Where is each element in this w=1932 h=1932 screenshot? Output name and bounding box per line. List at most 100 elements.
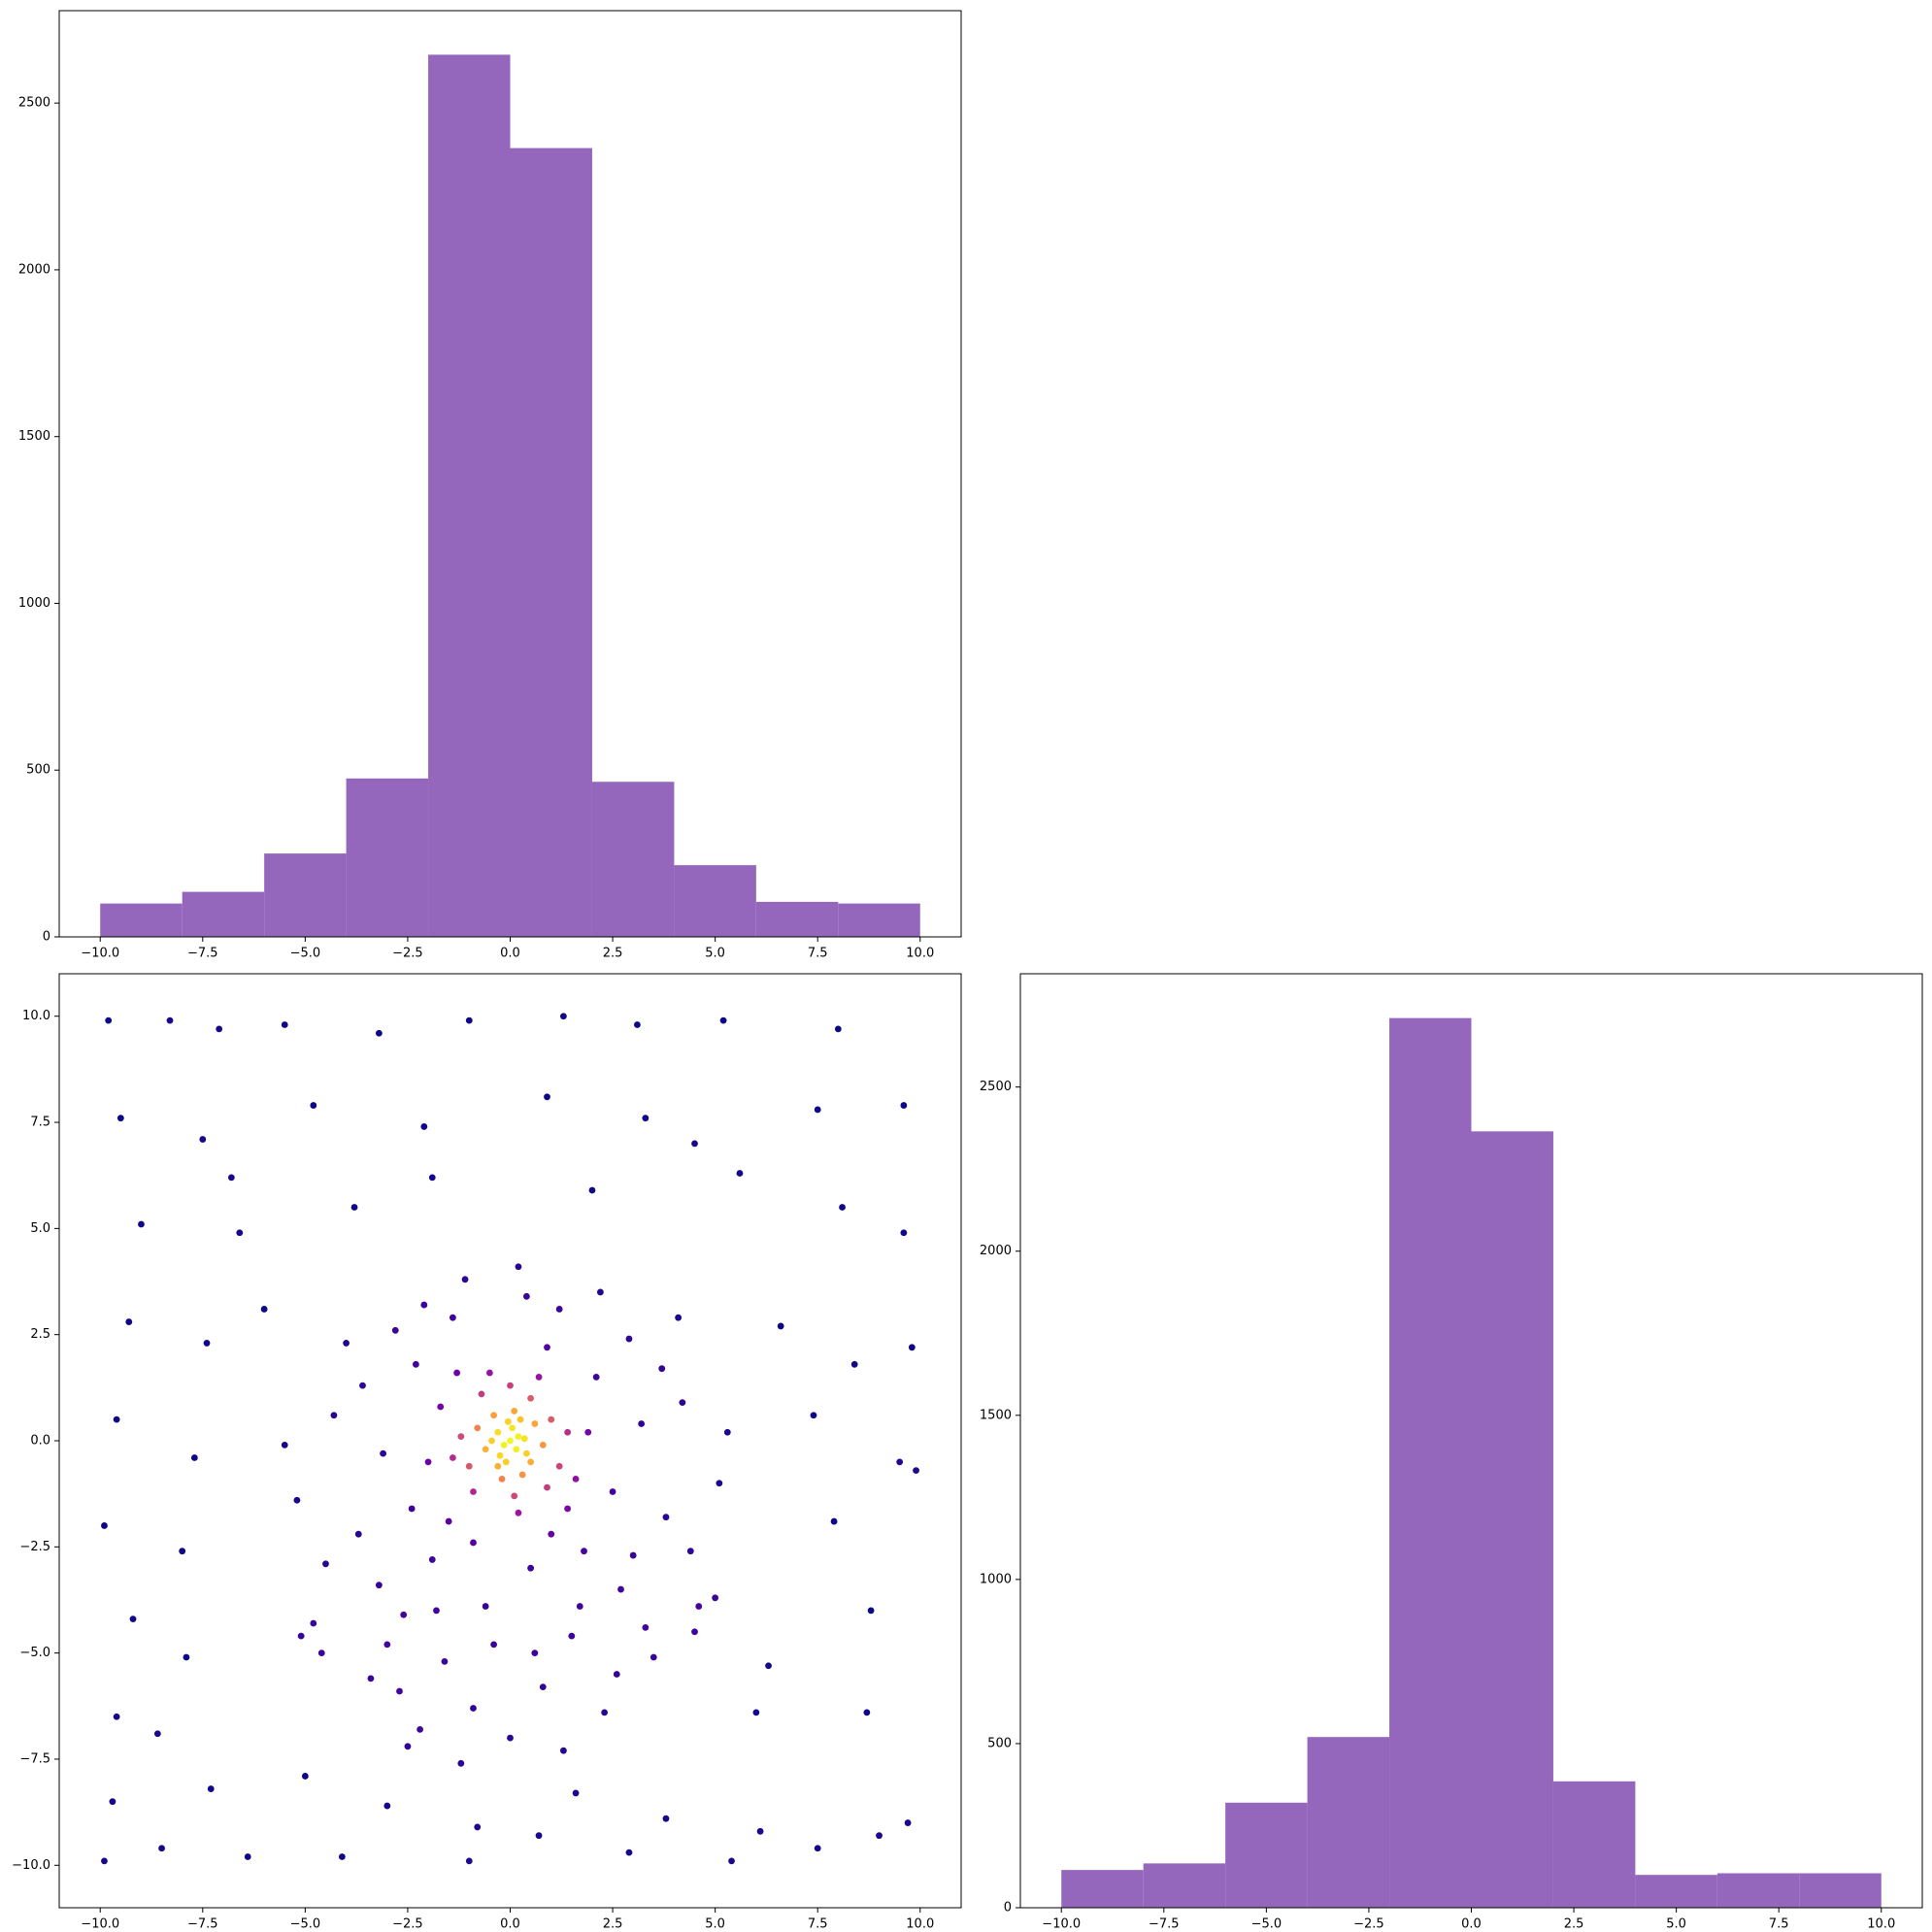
scatter-point xyxy=(544,1483,550,1491)
x-tick-label: 2.5 xyxy=(603,947,623,961)
y-tick-label: 1000 xyxy=(18,596,50,611)
scatter-point xyxy=(203,1340,211,1347)
scatter-point xyxy=(535,1832,543,1840)
x-tick-label: 10.0 xyxy=(1867,1917,1895,1932)
y-tick-label: 0 xyxy=(1004,1901,1012,1915)
scatter-point xyxy=(876,1832,883,1840)
scatter-point xyxy=(642,1624,650,1631)
bar xyxy=(1389,1017,1472,1908)
scatter-point xyxy=(101,1522,108,1529)
scatter-point xyxy=(297,1632,305,1640)
scatter-point xyxy=(433,1607,440,1615)
bar xyxy=(1225,1802,1308,1908)
scatter-point xyxy=(428,1556,436,1563)
scatter-point xyxy=(470,1705,477,1712)
scatter-point xyxy=(478,1390,485,1398)
scatter-point xyxy=(511,1407,518,1415)
x-tick-label: −10.0 xyxy=(81,1917,119,1932)
y-tick-label: 5.0 xyxy=(30,1221,50,1236)
bar xyxy=(1061,1870,1144,1908)
scatter-point xyxy=(310,1619,317,1627)
scatter-point xyxy=(101,1857,108,1865)
y-tick-label: 2500 xyxy=(18,96,50,111)
y-tick-label: 2000 xyxy=(18,262,50,277)
y-tick-label: 1500 xyxy=(980,1408,1012,1422)
scatter-point xyxy=(691,1628,698,1636)
scatter-point xyxy=(527,1458,535,1466)
scatter-point xyxy=(516,1416,524,1423)
scatter-point xyxy=(470,1539,477,1547)
scatter-point xyxy=(383,1641,391,1649)
scatter-point xyxy=(695,1603,703,1610)
scatter-point xyxy=(109,1798,117,1806)
x-tick-label: 5.0 xyxy=(705,1917,725,1932)
scatter-point xyxy=(548,1530,555,1538)
scatter-point xyxy=(236,1229,244,1237)
scatter-point xyxy=(416,1725,423,1733)
y-tick-label: 500 xyxy=(987,1736,1012,1750)
scatter-point xyxy=(539,1683,547,1691)
scatter-point xyxy=(613,1671,620,1678)
x-tick-label: 2.5 xyxy=(603,1917,623,1932)
scatter-point xyxy=(158,1845,165,1852)
scatter-point xyxy=(338,1853,346,1860)
x-tick-label: 10.0 xyxy=(906,947,934,961)
y-tick-label: −2.5 xyxy=(19,1540,50,1554)
scatter-point xyxy=(494,1462,502,1470)
scatter-point xyxy=(531,1649,539,1657)
scatter-point xyxy=(166,1016,174,1024)
scatter-point xyxy=(281,1441,288,1449)
y-tick-label: 7.5 xyxy=(30,1116,50,1130)
scatter-point xyxy=(810,1412,817,1419)
y-tick-label: −10.0 xyxy=(12,1858,50,1873)
scatter-point xyxy=(686,1548,694,1555)
scatter-point xyxy=(485,1369,493,1377)
scatter-point xyxy=(638,1420,646,1427)
bar xyxy=(674,865,756,937)
scatter-point xyxy=(559,1747,567,1754)
scatter-point xyxy=(179,1548,186,1555)
scatter-point xyxy=(428,1174,436,1182)
scatter-point xyxy=(511,1492,518,1500)
scatter-point xyxy=(502,1458,510,1466)
scatter-point xyxy=(712,1594,719,1602)
scatter-point xyxy=(500,1441,508,1449)
bar xyxy=(346,778,429,937)
scatter-point xyxy=(199,1136,207,1143)
y-tick-label: 1000 xyxy=(980,1572,1012,1586)
scatter-point xyxy=(642,1115,650,1122)
scatter-point xyxy=(227,1174,235,1182)
y-tick-label: 2500 xyxy=(980,1080,1012,1094)
scatter-point xyxy=(420,1301,428,1309)
scatter-point xyxy=(453,1369,461,1377)
x-tick-label: 0.0 xyxy=(500,1917,520,1932)
scatter-point xyxy=(592,1374,600,1381)
y-tick-label: 1500 xyxy=(18,429,50,444)
x-tick-label: 7.5 xyxy=(1769,1917,1789,1932)
scatter-point xyxy=(400,1611,408,1618)
scatter-point xyxy=(350,1204,358,1211)
scatter-point xyxy=(564,1505,572,1513)
scatter-point xyxy=(317,1649,325,1657)
scatter-point xyxy=(564,1428,572,1436)
scatter-point xyxy=(490,1412,498,1419)
scatter-point xyxy=(625,1849,633,1856)
scatter-point xyxy=(691,1140,698,1148)
scatter-point xyxy=(396,1687,403,1695)
scatter-point xyxy=(867,1607,875,1615)
x-tick-label: −2.5 xyxy=(1353,1917,1384,1932)
scatter-point xyxy=(900,1102,908,1109)
scatter-point xyxy=(117,1115,124,1122)
bar xyxy=(1143,1863,1226,1908)
scatter-point xyxy=(367,1675,375,1682)
scatter-point xyxy=(555,1462,563,1470)
bar xyxy=(591,782,675,937)
bar xyxy=(1635,1875,1717,1908)
scatter-point xyxy=(490,1641,498,1649)
bar xyxy=(510,148,592,937)
scatter-point xyxy=(404,1743,412,1750)
scatter-point xyxy=(125,1318,133,1325)
scatter-point xyxy=(515,1509,522,1516)
y-tick-label: 10.0 xyxy=(22,1009,50,1023)
